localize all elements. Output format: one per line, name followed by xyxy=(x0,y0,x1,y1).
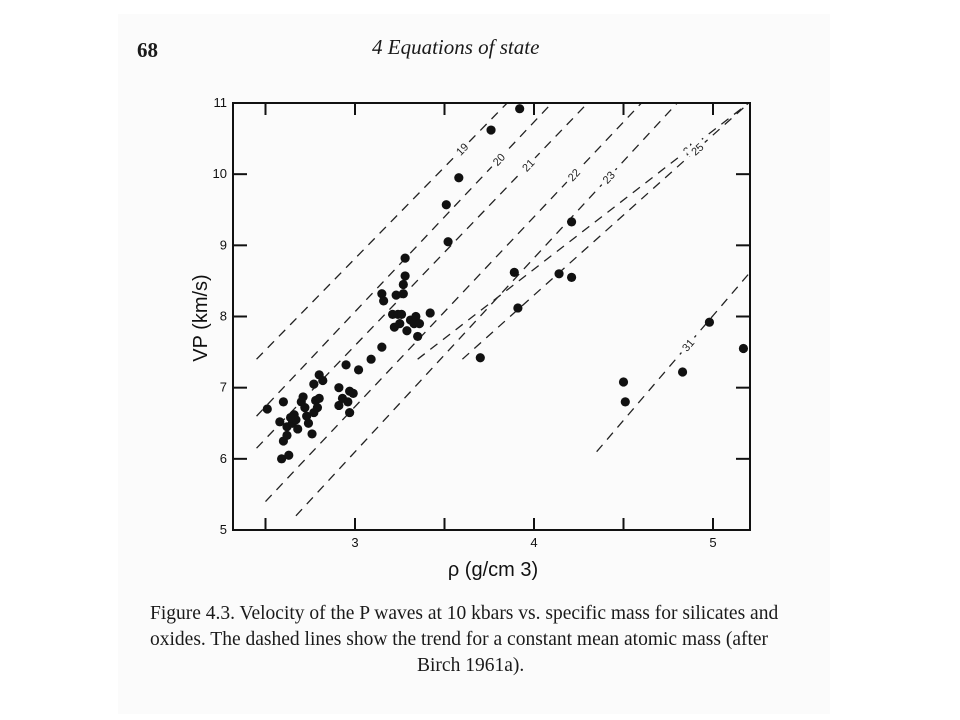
trend-line-22 xyxy=(265,103,642,502)
data-point xyxy=(377,289,387,299)
data-point xyxy=(309,379,319,389)
figure-caption: Figure 4.3. Velocity of the P waves at 1… xyxy=(150,601,820,679)
data-point xyxy=(566,217,577,227)
data-point xyxy=(345,407,355,418)
data-point xyxy=(343,397,353,407)
data-point xyxy=(300,402,310,413)
data-point xyxy=(379,296,389,306)
data-point xyxy=(411,311,421,322)
data-point xyxy=(398,289,408,299)
data-point xyxy=(414,319,425,329)
data-point xyxy=(377,342,387,352)
data-point xyxy=(284,450,294,460)
data-point xyxy=(454,173,464,183)
data-point xyxy=(400,271,410,281)
page-paper xyxy=(118,14,830,714)
data-point xyxy=(618,377,629,387)
data-point xyxy=(298,392,308,402)
data-point xyxy=(312,402,323,413)
y-tick-label: 11 xyxy=(214,95,228,110)
data-point xyxy=(413,331,423,342)
data-point xyxy=(425,308,435,318)
x-tick-label: 5 xyxy=(709,535,716,550)
data-point xyxy=(677,367,688,377)
data-point xyxy=(318,375,328,386)
data-point xyxy=(285,412,296,423)
trend-line-31 xyxy=(596,273,750,453)
data-point xyxy=(400,253,410,263)
data-point xyxy=(620,397,630,407)
data-point xyxy=(307,429,317,439)
data-point xyxy=(391,290,401,300)
data-point xyxy=(441,200,451,210)
data-point xyxy=(509,267,519,277)
y-tick-label: 8 xyxy=(220,309,227,324)
y-tick-label: 10 xyxy=(213,166,227,181)
x-tick-label: 4 xyxy=(530,535,537,550)
data-point xyxy=(475,353,485,363)
y-tick-label: 7 xyxy=(220,380,227,395)
trend-line-23 xyxy=(295,103,678,517)
data-point xyxy=(334,400,344,411)
data-point xyxy=(738,343,749,354)
data-point xyxy=(443,237,453,247)
data-point xyxy=(302,411,312,421)
y-tick-label: 6 xyxy=(220,451,227,466)
data-point xyxy=(348,388,358,398)
data-point xyxy=(395,319,405,329)
data-point xyxy=(314,393,324,403)
data-point xyxy=(275,417,285,427)
data-point xyxy=(402,326,412,336)
caption-line: oxides. The dashed lines show the trend … xyxy=(150,629,769,650)
y-tick-label: 9 xyxy=(220,237,227,252)
data-point xyxy=(704,317,715,327)
data-point xyxy=(334,383,344,393)
data-point xyxy=(566,272,577,282)
y-axis-label: VP (km/s) xyxy=(190,274,212,361)
trend-line-19 xyxy=(256,103,508,360)
data-point xyxy=(515,104,525,114)
data-point xyxy=(353,365,364,375)
data-point xyxy=(293,424,303,434)
running-head: 4 Equations of state xyxy=(372,35,540,59)
page-number: 68 xyxy=(137,38,158,62)
caption-line: Birch 1961a). xyxy=(417,655,525,676)
x-axis-label: ρ (g/cm 3) xyxy=(448,559,538,581)
caption-line: Figure 4.3. Velocity of the P waves at 1… xyxy=(150,603,779,624)
data-point xyxy=(278,397,288,407)
data-point xyxy=(554,269,564,279)
data-point xyxy=(396,309,407,319)
y-tick-label: 5 xyxy=(220,522,227,537)
data-point xyxy=(282,430,292,440)
data-point xyxy=(277,454,287,464)
data-point xyxy=(398,279,408,290)
trend-line-24 xyxy=(417,103,750,360)
axis-ticks: 5 6 7 8 9 10 11 3 4 5 xyxy=(213,95,750,550)
data-points xyxy=(262,104,749,464)
data-point xyxy=(262,404,272,414)
x-tick-label: 3 xyxy=(351,535,358,550)
data-point xyxy=(486,125,496,135)
data-point xyxy=(366,354,376,364)
data-point xyxy=(303,418,314,428)
data-point xyxy=(341,360,351,370)
data-point xyxy=(513,303,523,313)
